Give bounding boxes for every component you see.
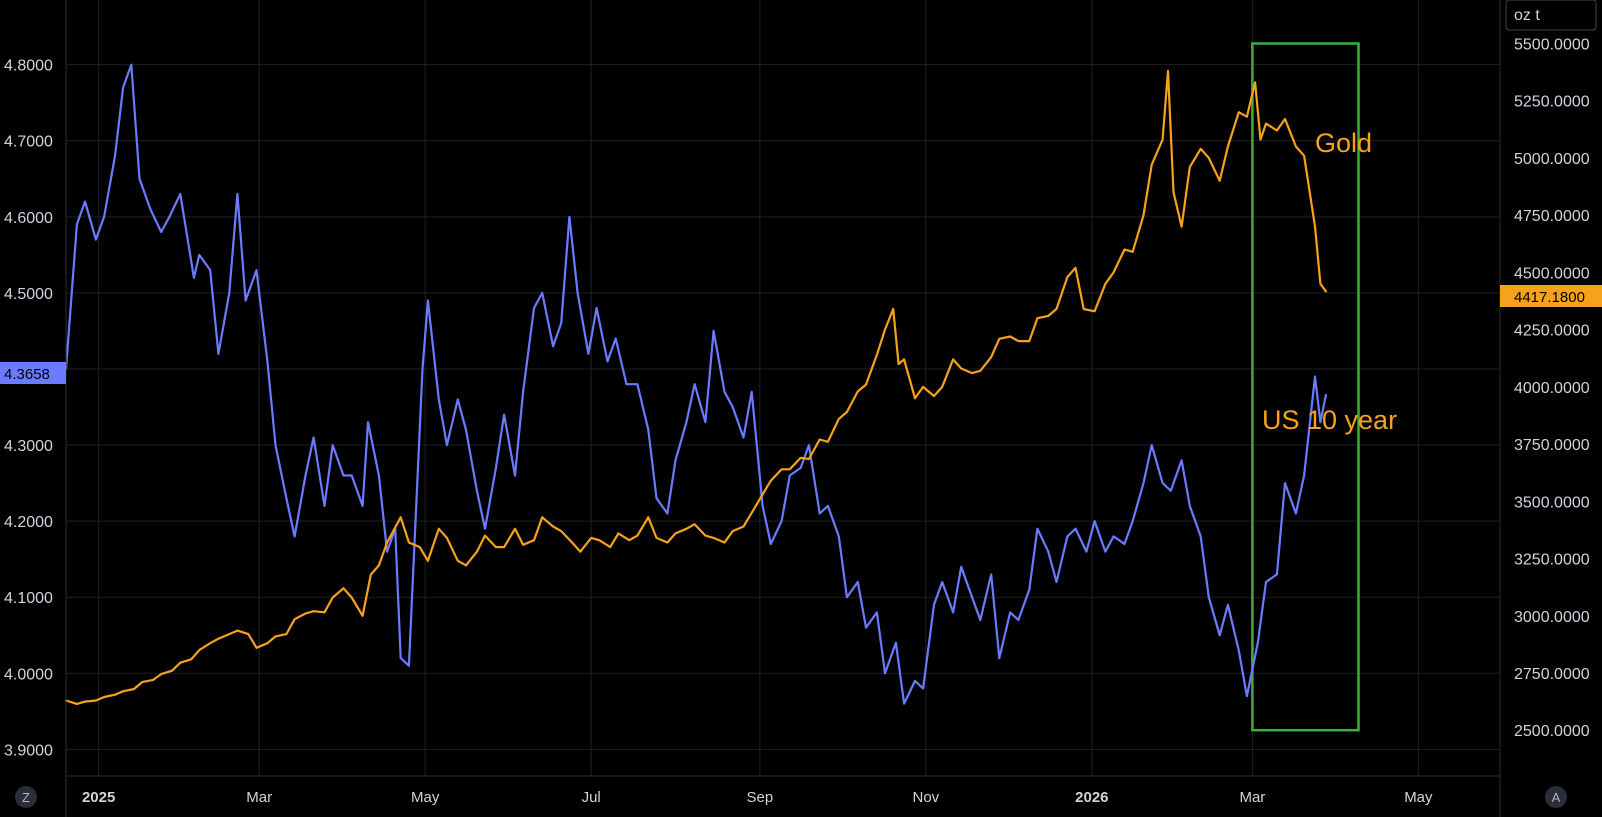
left-tick-label-1: 4.0000	[4, 666, 53, 683]
series-layer	[64, 63, 1327, 705]
time-tick-label-8: May	[1404, 789, 1433, 806]
left-tick-label-6: 4.5000	[4, 286, 53, 303]
left-corner-label: Z	[22, 790, 30, 805]
right-corner-circle[interactable]	[1545, 786, 1567, 808]
time-tick-label-7: Mar	[1239, 789, 1265, 806]
highlight-box	[1251, 42, 1360, 732]
right-tick-label-5: 3750.0000	[1514, 437, 1590, 454]
grid-lines	[66, 0, 1500, 776]
right-tick-label-2: 3000.0000	[1514, 609, 1590, 626]
last-value-badges: 4.3658 4417.1800	[0, 285, 1602, 384]
annotation-us-10-year: US 10 year	[1262, 405, 1397, 435]
unit-label: oz t	[1514, 7, 1540, 24]
right-axis-ticks: 2500.0000 2750.0000 3000.0000 3250.0000 3500…	[1514, 36, 1590, 740]
right-tick-label-7: 4250.0000	[1514, 323, 1590, 340]
yield-last-value-badge	[0, 362, 66, 384]
series-line-gold	[64, 69, 1327, 705]
right-tick-label-0: 2500.0000	[1514, 723, 1590, 740]
time-tick-label-4: Sep	[747, 789, 774, 806]
axes	[65, 0, 1501, 817]
time-tick-label-2: May	[411, 789, 440, 806]
yield-last-value: 4.3658	[4, 366, 50, 383]
time-tick-label-5: Nov	[913, 789, 940, 806]
annotation-gold: Gold	[1315, 128, 1372, 158]
left-tick-label-7: 4.6000	[4, 210, 53, 227]
left-tick-label-9: 4.8000	[4, 58, 53, 75]
time-tick-label-6: 2026	[1075, 789, 1108, 806]
time-tick-label-0: 2025	[82, 789, 115, 806]
left-tick-label-2: 4.1000	[4, 590, 53, 607]
time-axis-ticks: 2025 Mar May Jul Sep Nov 2026 Mar May	[82, 789, 1433, 806]
right-corner-label: A	[1552, 790, 1561, 805]
time-tick-label-1: Mar	[246, 789, 272, 806]
right-tick-label-12: 5500.0000	[1514, 36, 1590, 53]
left-corner-button[interactable]: Z	[15, 786, 37, 808]
right-corner-button[interactable]: A	[1545, 786, 1567, 808]
unit-selector-box[interactable]	[1505, 0, 1597, 31]
right-tick-label-3: 3250.0000	[1514, 552, 1590, 569]
gold-last-value-badge	[1500, 285, 1602, 307]
right-tick-label-8: 4500.0000	[1514, 265, 1590, 282]
series-line-us-10-year	[64, 63, 1327, 705]
left-corner-circle[interactable]	[15, 786, 37, 808]
highlight-box-layer	[1251, 42, 1360, 732]
left-tick-label-3: 4.2000	[4, 514, 53, 531]
right-tick-label-9: 4750.0000	[1514, 208, 1590, 225]
time-tick-label-3: Jul	[582, 789, 601, 806]
annotations: Gold US 10 year	[1262, 128, 1397, 435]
right-tick-label-1: 2750.0000	[1514, 666, 1590, 683]
right-tick-label-10: 5000.0000	[1514, 151, 1590, 168]
right-tick-label-11: 5250.0000	[1514, 94, 1590, 111]
left-tick-label-4: 4.3000	[4, 438, 53, 455]
unit-selector[interactable]: oz t	[1505, 0, 1597, 31]
right-tick-label-6: 4000.0000	[1514, 380, 1590, 397]
gold-last-value: 4417.1800	[1514, 289, 1585, 306]
right-tick-label-4: 3500.0000	[1514, 494, 1590, 511]
left-tick-label-0: 3.9000	[4, 742, 53, 759]
left-tick-label-8: 4.7000	[4, 134, 53, 151]
